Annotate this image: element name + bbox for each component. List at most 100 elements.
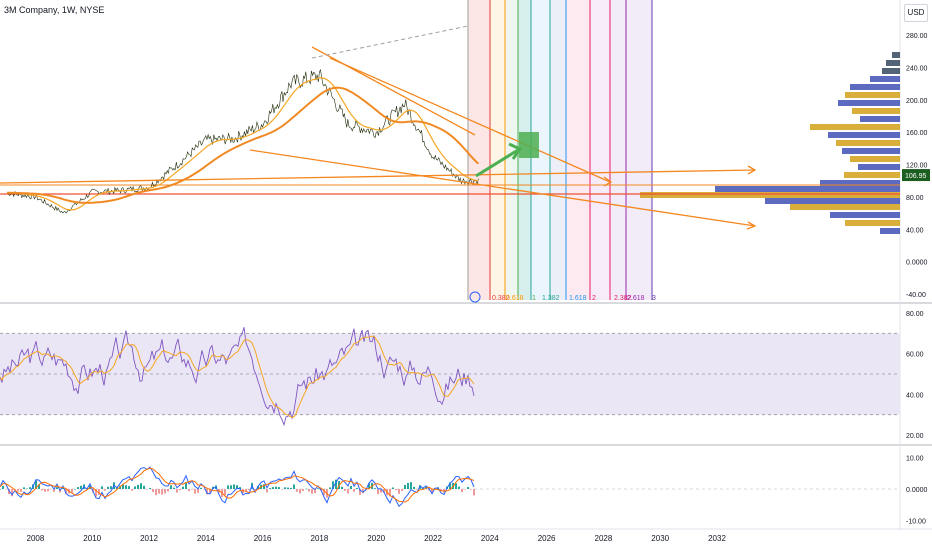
macd-histogram-bar <box>35 480 37 489</box>
rsi-series <box>0 327 475 427</box>
x-tick: 2024 <box>481 534 499 543</box>
macd-histogram-bar <box>155 489 157 496</box>
macd-histogram-bar <box>110 486 112 489</box>
macd-histogram-bar <box>302 489 304 491</box>
macd-histogram-bar <box>188 489 190 492</box>
macd-histogram-bar <box>380 489 382 493</box>
macd-histogram-bar <box>248 489 250 490</box>
macd-histogram-bar <box>176 489 178 493</box>
currency-button[interactable]: USD <box>904 4 928 22</box>
macd-histogram-bar <box>17 489 19 492</box>
macd-histogram-bar <box>341 486 343 489</box>
macd-histogram-bar <box>389 489 391 497</box>
fib-label: 0.382 <box>492 295 510 302</box>
rsi-tick: 80.00 <box>906 311 924 318</box>
macd-histogram-bar <box>377 489 379 495</box>
macd-histogram-bar <box>203 489 205 490</box>
volume-profile-bar <box>828 132 900 138</box>
macd-histogram-bar <box>11 489 13 497</box>
last-price-badge <box>902 169 930 182</box>
price-tick: 120.00 <box>906 163 928 170</box>
macd-histogram-bar <box>62 487 64 489</box>
macd-histogram-bar <box>107 486 109 489</box>
volume-profile-bar <box>844 172 900 178</box>
macd-histogram-bar <box>134 486 136 489</box>
arrow-head <box>508 142 523 160</box>
macd-histogram-bar <box>44 489 46 492</box>
x-tick: 2018 <box>311 534 329 543</box>
macd-histogram-bar <box>47 489 49 492</box>
projection-line <box>311 25 469 59</box>
last-price-label: 106.95 <box>905 173 927 180</box>
macd-histogram-bar <box>431 489 433 494</box>
fib-zone <box>531 0 550 300</box>
macd-histogram-bar <box>287 487 289 489</box>
volume-profile-bar <box>836 140 900 146</box>
macd-histogram-bar <box>56 487 58 489</box>
macd-histogram-bar <box>356 488 358 489</box>
macd-histogram-bar <box>0 489 1 490</box>
macd-histogram-bar <box>263 484 265 489</box>
macd-histogram-bar <box>224 489 226 496</box>
macd-histogram-bar <box>464 489 466 490</box>
macd-histogram-bar <box>299 489 301 494</box>
macd-histogram-bar <box>461 489 463 493</box>
macd-histogram-bar <box>50 489 52 490</box>
projection-arrow <box>475 148 519 178</box>
macd-histogram-bar <box>404 484 406 489</box>
macd-histogram-bar <box>467 486 469 489</box>
rsi-tick: 40.00 <box>906 392 924 399</box>
arrow-head <box>747 165 757 175</box>
fib-zone <box>468 0 490 300</box>
macd-histogram-bar <box>344 489 346 491</box>
macd-histogram-bar <box>293 484 295 489</box>
x-tick: 2010 <box>83 534 101 543</box>
macd-histogram-bar <box>143 485 145 489</box>
target-box <box>519 132 539 158</box>
macd-histogram-bar <box>20 489 22 492</box>
macd-histogram-bar <box>104 489 106 491</box>
volume-profile-bar <box>860 116 900 122</box>
macd-histogram-bar <box>230 485 232 489</box>
macd-histogram-bar <box>2 485 4 489</box>
volume-profile-bar <box>820 180 900 186</box>
volume-profile-bar <box>842 148 900 154</box>
fib-label: 1.618 <box>569 295 587 302</box>
macd-histogram-bar <box>128 486 130 489</box>
macd-histogram-bar <box>161 489 163 495</box>
macd-histogram-bar <box>95 489 97 497</box>
macd-histogram-bar <box>275 486 277 489</box>
macd-histogram-bar <box>353 489 355 492</box>
macd-histogram-bar <box>440 489 442 492</box>
macd-histogram-bar <box>65 489 67 494</box>
macd-histogram-bar <box>122 484 124 489</box>
volume-profile-bar <box>715 186 900 192</box>
macd-histogram-bar <box>140 483 142 489</box>
macd-histogram-bar <box>74 488 76 490</box>
price-tick: -40.00 <box>906 292 926 299</box>
macd-histogram-bar <box>182 486 184 489</box>
macd-histogram-bar <box>191 489 193 490</box>
price-tick: 240.00 <box>906 65 928 72</box>
macd-histogram-bar <box>245 489 247 491</box>
trend-line <box>249 149 756 227</box>
volume-profile-bar <box>882 68 900 74</box>
x-tick: 2020 <box>367 534 385 543</box>
macd-tick: -10.00 <box>906 519 926 526</box>
macd-histogram-bar <box>29 487 31 489</box>
fib-label: 1 <box>532 295 536 302</box>
macd-histogram-bar <box>416 489 418 490</box>
fib-zone <box>610 0 626 300</box>
rsi-tick: 20.00 <box>906 433 924 440</box>
fib-label: 2 <box>592 295 596 302</box>
macd-histogram-bar <box>395 489 397 491</box>
fib-label: 0.618 <box>506 295 524 302</box>
macd-histogram-bar <box>314 489 316 494</box>
chart-title: 3M Company, 1W, NYSE <box>4 5 105 15</box>
fib-label: 1.382 <box>542 295 560 302</box>
macd-histogram-bar <box>284 487 286 489</box>
x-tick: 2012 <box>140 534 158 543</box>
price-tick: 0.0000 <box>906 260 928 267</box>
